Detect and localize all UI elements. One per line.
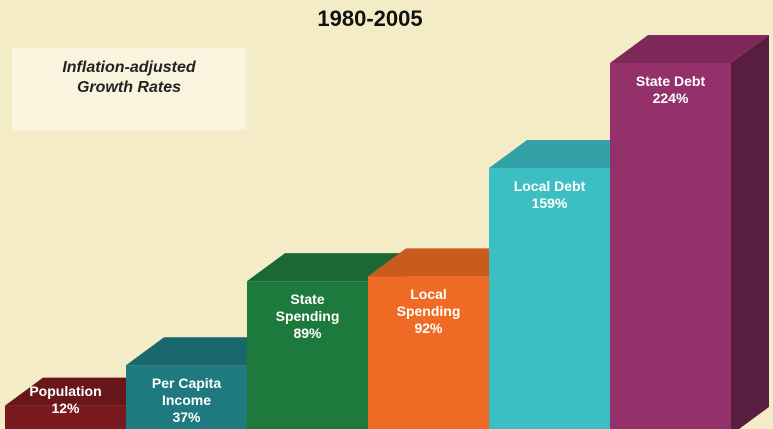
bar xyxy=(489,168,610,429)
subtitle-box xyxy=(12,48,246,130)
value-label: 159% xyxy=(531,195,568,212)
bar-top xyxy=(126,337,285,366)
category-label: Local Debt xyxy=(513,178,586,195)
category-label: State Spending xyxy=(275,291,340,325)
bar-top xyxy=(489,140,648,169)
category-label: Per Capita Income xyxy=(151,375,222,409)
bar-top xyxy=(5,377,164,406)
bar xyxy=(610,63,731,429)
chart-title: 1980-2005 xyxy=(317,6,422,31)
value-label: 92% xyxy=(414,320,443,337)
category-label: Local Spending xyxy=(396,286,461,320)
subtitle: Inflation-adjusted Growth Rates xyxy=(62,59,196,96)
bar-top xyxy=(368,248,527,277)
bar xyxy=(5,405,126,429)
value-label: 89% xyxy=(293,325,322,342)
bar xyxy=(247,281,368,429)
bar-top xyxy=(247,253,406,282)
category-label: Population xyxy=(29,383,102,399)
subtitle-holder: Inflation-adjusted Growth Rates xyxy=(62,59,196,96)
bar-top xyxy=(610,35,769,63)
value-label: 224% xyxy=(652,90,689,106)
category-label: State Debt xyxy=(635,73,706,89)
value-label: 12% xyxy=(51,400,80,416)
bar xyxy=(126,365,247,429)
value-label: 37% xyxy=(172,409,201,426)
bar xyxy=(368,276,489,429)
bar-side xyxy=(731,35,769,429)
